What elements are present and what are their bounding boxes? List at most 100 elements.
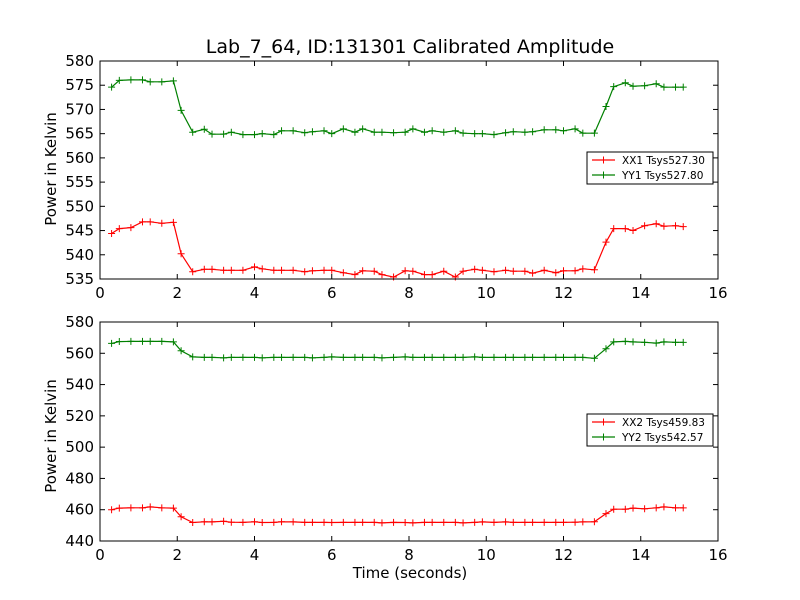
- upper-series-2-point: [629, 82, 637, 90]
- upper-series-2-point: [370, 128, 378, 136]
- upper-series-1-point: [579, 265, 587, 273]
- upper-legend-label-1: XX1 Tsys527.30: [622, 155, 705, 167]
- upper-series-2-point: [490, 131, 498, 139]
- lower-series-2-point: [679, 338, 687, 346]
- lower-series-2-point: [146, 337, 154, 345]
- lower-series-1-point: [420, 518, 428, 526]
- lower-series-line-1: [111, 506, 684, 524]
- lower-series-1-point: [339, 518, 347, 526]
- upper-series-2-point: [289, 127, 297, 135]
- lower-series-2-point: [308, 354, 316, 362]
- upper-y-tick-label: 540: [65, 246, 94, 264]
- upper-series-1-point: [420, 271, 428, 279]
- upper-series-2-point: [146, 78, 154, 86]
- lower-legend-label-2: YY2 Tsys542.57: [621, 432, 703, 444]
- lower-series-2-point: [169, 338, 177, 346]
- lower-series-1-point: [177, 513, 185, 521]
- upper-series-2-point: [227, 128, 235, 136]
- upper-legend-label-2: YY1 Tsys527.80: [621, 170, 703, 182]
- upper-series-1-point: [571, 267, 579, 275]
- lower-series-2-point: [278, 353, 286, 361]
- upper-series-1-point: [301, 268, 309, 276]
- lower-series-1-point: [370, 518, 378, 526]
- lower-series-1-point: [328, 519, 336, 527]
- upper-series-1-point: [258, 265, 266, 273]
- lower-series-2-point: [660, 338, 668, 346]
- upper-series-2-point: [189, 128, 197, 136]
- lower-x-tick-label: 4: [250, 546, 260, 564]
- upper-series-2-point: [621, 79, 629, 87]
- upper-y-tick-label: 550: [65, 197, 94, 215]
- lower-series-1-point: [529, 518, 537, 526]
- upper-legend: XX1 Tsys527.30 YY1 Tsys527.80: [586, 151, 714, 185]
- upper-legend-marker-1: [600, 156, 607, 164]
- upper-series-2-point: [509, 128, 517, 136]
- upper-series-line-1: [111, 221, 684, 278]
- upper-series-2-point: [401, 128, 409, 136]
- lower-series-1-point: [189, 519, 197, 527]
- lower-series-1-point: [301, 518, 309, 526]
- lower-series-1-point: [660, 503, 668, 511]
- upper-y-tick-label: 545: [65, 222, 94, 240]
- lower-series-2-point: [289, 353, 297, 361]
- upper-series-1-point: [308, 267, 316, 275]
- lower-series-1-point: [610, 505, 618, 513]
- lower-series-2-point: [200, 353, 208, 361]
- lower-series-2-point: [370, 353, 378, 361]
- lower-series-2-point: [521, 353, 529, 361]
- lower-series-1-point: [621, 505, 629, 513]
- upper-series-1-point: [289, 266, 297, 274]
- lower-series-1-point: [590, 518, 598, 526]
- upper-series-1-point: [478, 266, 486, 274]
- lower-series-1-point: [320, 518, 328, 526]
- lower-series-2-point: [158, 337, 166, 345]
- upper-series-1-point: [672, 222, 680, 230]
- upper-series-1-point: [428, 271, 436, 279]
- lower-x-tick-label: 10: [477, 546, 496, 564]
- lower-x-tick-label: 12: [554, 546, 573, 564]
- lower-series-1-point: [652, 504, 660, 512]
- lower-series-2-point: [641, 338, 649, 346]
- upper-series-1-point: [401, 267, 409, 275]
- lower-series-1-point: [227, 518, 235, 526]
- lower-y-tick-label: 480: [65, 469, 94, 487]
- upper-series-1-point: [251, 263, 258, 271]
- upper-series-2-point: [579, 129, 587, 137]
- upper-series-1-point: [158, 219, 166, 227]
- lower-series-1-point: [127, 504, 135, 512]
- lower-series-1-point: [359, 518, 367, 526]
- upper-x-tick-label: 6: [327, 284, 337, 302]
- lower-series-1-point: [169, 504, 177, 512]
- upper-series-2-point: [278, 127, 286, 135]
- upper-series-1-point: [177, 250, 185, 258]
- lower-series-2-point: [409, 353, 417, 361]
- lower-series-2-point: [189, 353, 197, 361]
- upper-series-1-point: [602, 238, 610, 246]
- lower-series-2-point: [529, 353, 537, 361]
- lower-y-axis-label: Power in Kelvin: [42, 379, 60, 493]
- lower-panel: Power in Kelvin 0 2 4 6 8 10 12 14 16 440 460 480 50…: [42, 313, 728, 564]
- upper-series-2-point: [560, 127, 567, 135]
- lower-series-1-point: [471, 518, 479, 526]
- chart-title: Lab_7_64, ID:131301 Calibrated Amplitude: [206, 36, 614, 58]
- upper-series-2-point: [571, 125, 579, 133]
- upper-series-1-point: [521, 267, 529, 275]
- lower-series-1-point: [308, 518, 316, 526]
- upper-series-1-point: [115, 225, 123, 233]
- lower-series-2-point: [629, 338, 637, 346]
- lower-series-1-point: [521, 518, 529, 526]
- lower-legend-marker-2: [600, 433, 607, 441]
- upper-series-1-point: [270, 266, 278, 274]
- lower-series-1-point: [440, 518, 448, 526]
- upper-series-1-point: [509, 267, 517, 275]
- lower-series-2-point: [138, 337, 146, 345]
- upper-series-1-point: [328, 266, 336, 274]
- lower-series-2-point: [251, 353, 258, 361]
- lower-y-tick-label: 540: [65, 376, 94, 394]
- upper-series-2-point: [351, 128, 359, 136]
- upper-series-1-point: [409, 267, 417, 275]
- upper-series-1-point: [490, 268, 498, 276]
- lower-series-1-point: [602, 510, 610, 518]
- upper-series-2-point: [251, 131, 258, 139]
- lower-series-2-point: [177, 347, 185, 355]
